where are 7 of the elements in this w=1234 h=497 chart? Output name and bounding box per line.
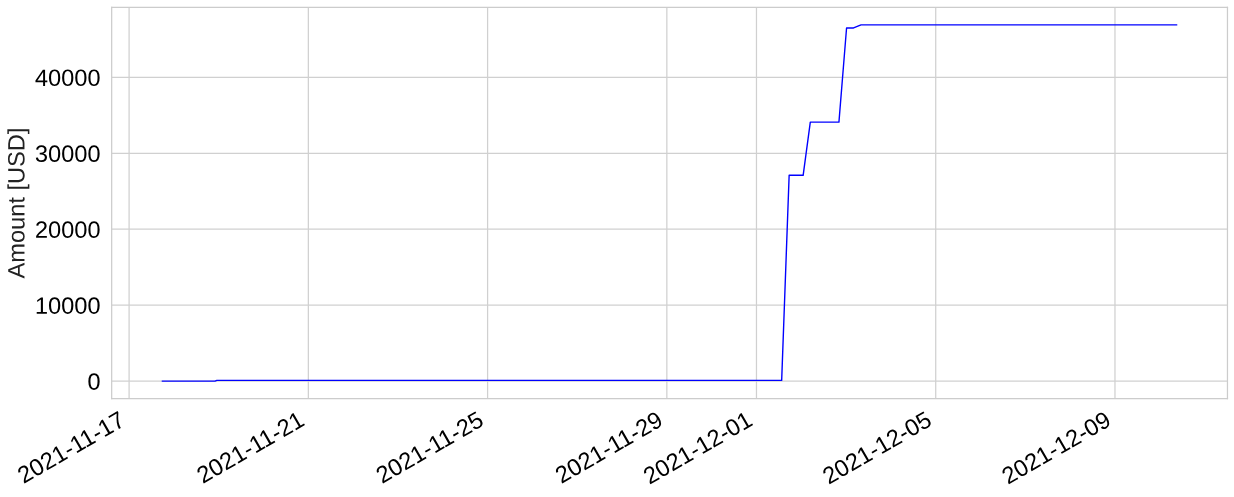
y-tick-label: 20000 [36,221,100,239]
y-axis-title: Amount [USD] [7,129,30,279]
y-tick-label: 10000 [36,297,100,314]
y-tick-label: 40000 [35,69,100,87]
line-series [161,24,1178,382]
y-tick-label: 30000 [35,145,100,163]
y-tick-label: 0 [88,373,100,390]
